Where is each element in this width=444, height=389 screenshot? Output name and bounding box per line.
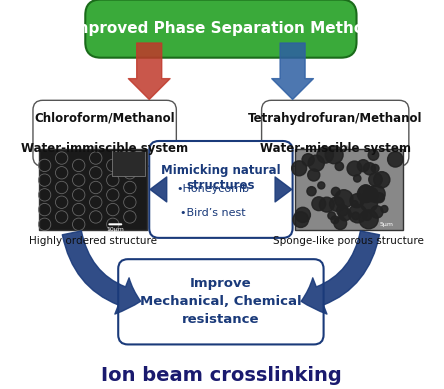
Bar [112, 151, 145, 176]
Circle shape [307, 187, 316, 196]
Text: •Honeycomb

•Bird’s nest: •Honeycomb •Bird’s nest [177, 184, 250, 218]
Circle shape [353, 175, 361, 182]
Circle shape [371, 206, 383, 218]
FancyArrowPatch shape [332, 146, 362, 162]
Circle shape [369, 173, 382, 186]
Circle shape [293, 212, 309, 228]
Circle shape [331, 216, 339, 224]
FancyBboxPatch shape [85, 0, 357, 58]
FancyArrowPatch shape [301, 231, 380, 314]
Circle shape [366, 188, 376, 198]
Text: 10μm: 10μm [106, 227, 124, 232]
Circle shape [350, 194, 364, 208]
Circle shape [337, 205, 348, 216]
Circle shape [363, 212, 372, 221]
Circle shape [381, 205, 388, 212]
Text: Tetrahydrofuran/Methanol

Water-miscible system: Tetrahydrofuran/Methanol Water-miscible … [248, 112, 423, 155]
Circle shape [335, 162, 344, 170]
Circle shape [368, 185, 385, 203]
Text: Highly ordered structure: Highly ordered structure [29, 236, 157, 246]
Circle shape [334, 217, 347, 230]
Text: Chloroform/Methanol

Water-immiscible system: Chloroform/Methanol Water-immiscible sys… [21, 112, 188, 155]
Circle shape [338, 208, 351, 221]
Circle shape [359, 185, 373, 198]
FancyArrowPatch shape [79, 146, 110, 162]
Circle shape [374, 193, 385, 203]
Circle shape [359, 210, 378, 229]
FancyBboxPatch shape [149, 141, 293, 238]
Circle shape [363, 163, 376, 175]
Circle shape [325, 146, 343, 164]
Text: Improved Phase Separation Method: Improved Phase Separation Method [67, 21, 375, 36]
Circle shape [371, 165, 379, 172]
Text: Ion beam crosslinking: Ion beam crosslinking [100, 366, 341, 385]
Circle shape [317, 147, 333, 163]
FancyArrowPatch shape [128, 43, 170, 100]
Circle shape [357, 186, 374, 203]
Circle shape [368, 150, 379, 160]
Circle shape [349, 205, 367, 223]
Circle shape [331, 187, 340, 196]
Text: Sponge-like porous structure: Sponge-like porous structure [274, 236, 424, 246]
Circle shape [388, 152, 403, 167]
FancyArrowPatch shape [62, 231, 141, 314]
Circle shape [292, 161, 307, 176]
Circle shape [308, 169, 320, 181]
Circle shape [295, 207, 310, 223]
Text: Mimicking natural
structures: Mimicking natural structures [161, 164, 281, 192]
FancyArrowPatch shape [272, 43, 313, 100]
Text: 5μm: 5μm [379, 222, 393, 227]
Circle shape [357, 159, 369, 172]
Circle shape [352, 201, 358, 207]
Circle shape [364, 187, 378, 202]
Bar [39, 149, 147, 230]
Circle shape [328, 212, 335, 219]
Circle shape [374, 172, 390, 188]
Circle shape [308, 155, 324, 171]
FancyArrowPatch shape [275, 177, 292, 202]
Circle shape [361, 194, 377, 212]
FancyBboxPatch shape [118, 259, 324, 344]
Circle shape [352, 212, 360, 220]
Text: Improve
Mechanical, Chemical
resistance: Improve Mechanical, Chemical resistance [140, 277, 302, 326]
Circle shape [318, 182, 325, 189]
FancyBboxPatch shape [33, 100, 176, 166]
Circle shape [347, 161, 362, 176]
Bar [294, 149, 403, 230]
Circle shape [302, 154, 314, 166]
FancyArrowPatch shape [150, 177, 167, 202]
Circle shape [335, 190, 353, 208]
Circle shape [319, 197, 334, 212]
Circle shape [312, 197, 326, 210]
FancyBboxPatch shape [262, 100, 409, 166]
Circle shape [329, 197, 344, 211]
